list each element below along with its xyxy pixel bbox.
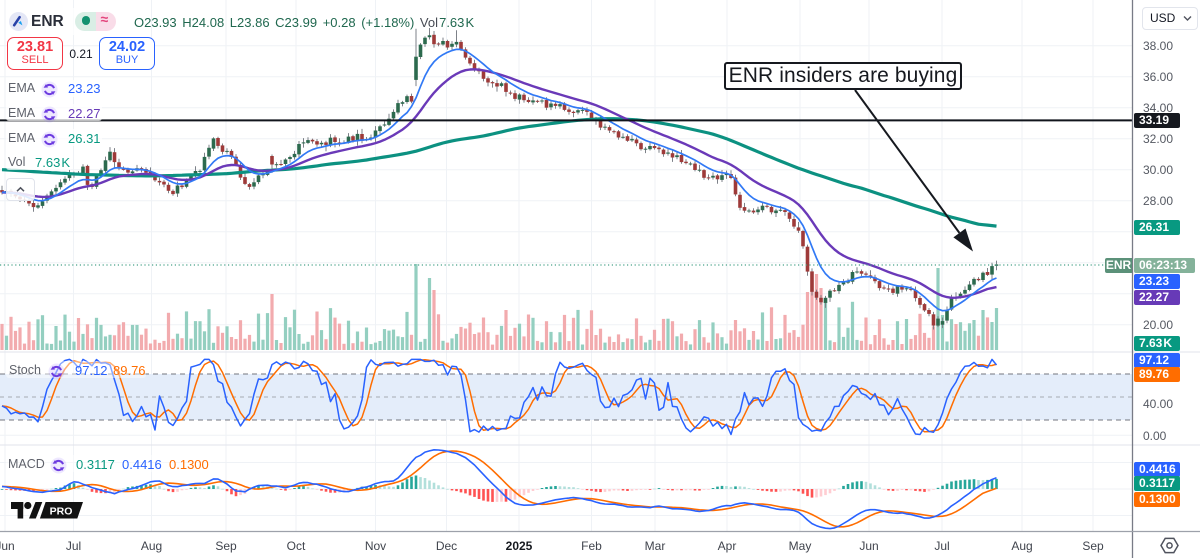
svg-text:PRO: PRO (50, 506, 73, 518)
